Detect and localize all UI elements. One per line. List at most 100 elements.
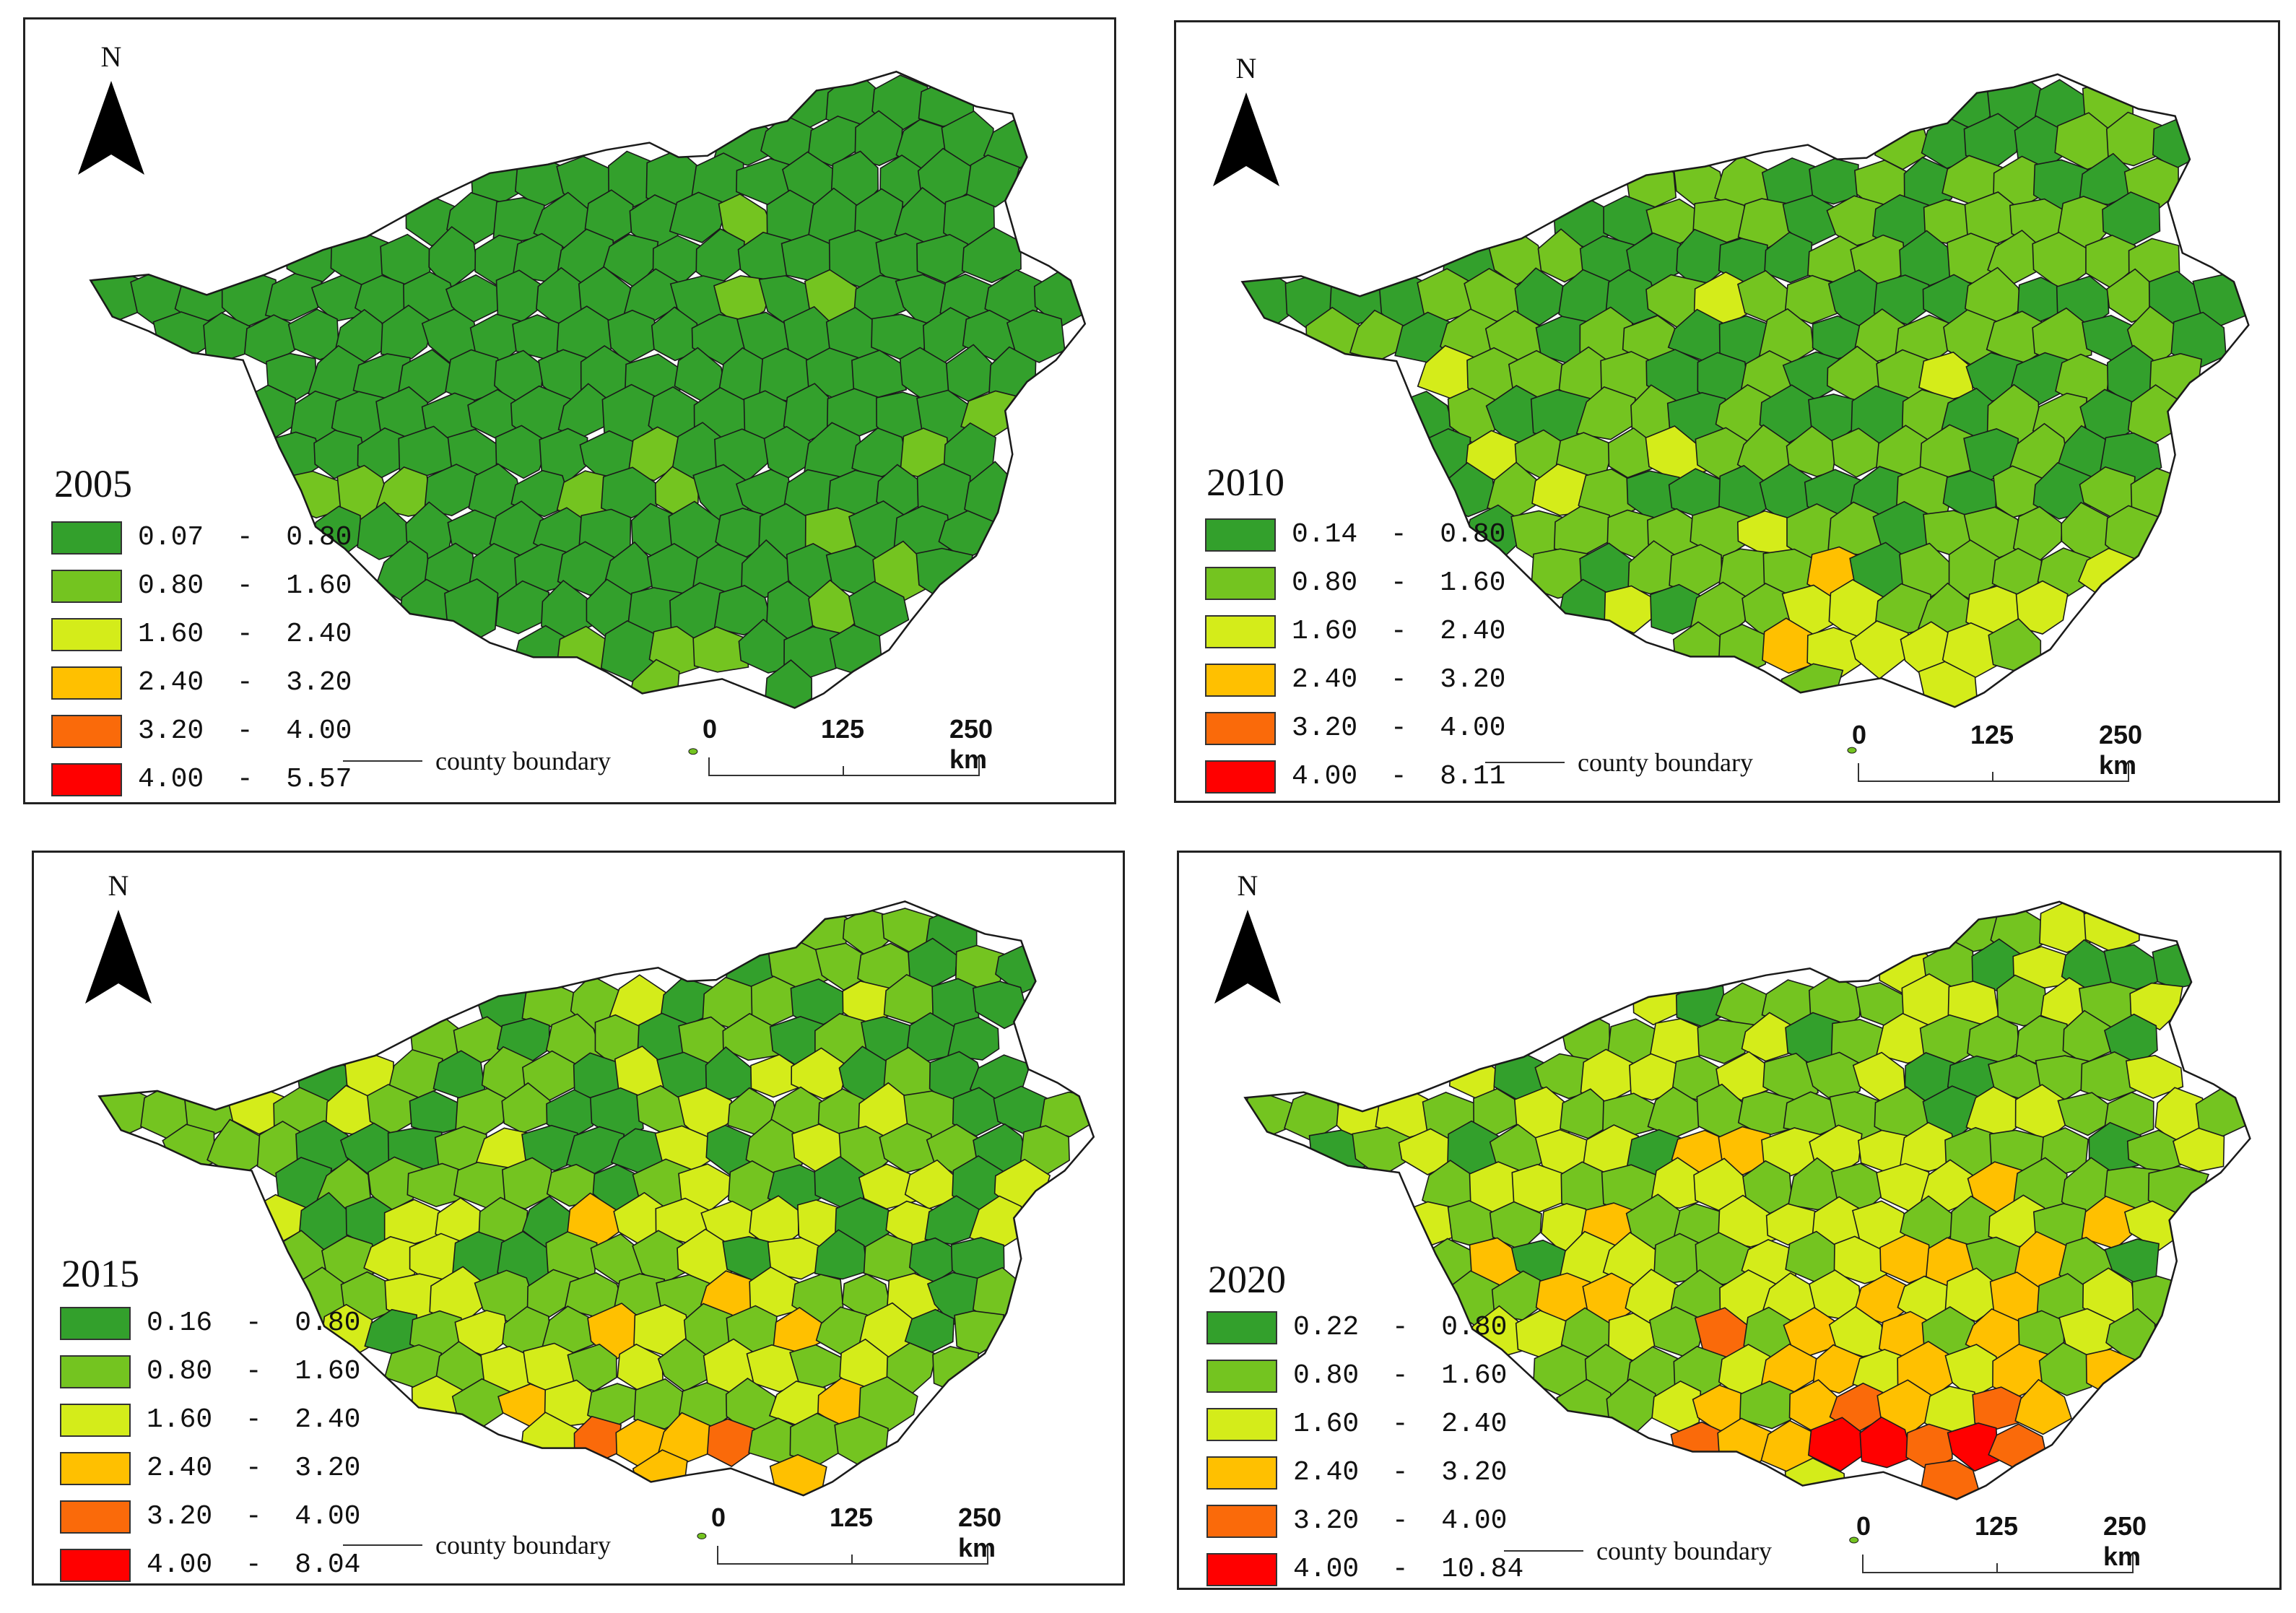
legend-item: 4.00 - 8.04 bbox=[60, 1541, 360, 1589]
county-polygon bbox=[961, 227, 1022, 284]
legend-item: 0.80 - 1.60 bbox=[51, 562, 352, 610]
scale-bar-line bbox=[1862, 1555, 2134, 1573]
legend-swatch bbox=[60, 1403, 131, 1437]
province-outline bbox=[97, 900, 1095, 1497]
scale-bar-line bbox=[717, 1546, 988, 1565]
legend-item: 0.07 - 0.80 bbox=[51, 513, 352, 562]
legend-label: 4.00 - 10.84 bbox=[1293, 1554, 1524, 1585]
county-polygon bbox=[916, 547, 973, 601]
legend-swatch bbox=[1206, 1359, 1277, 1393]
scale-bar: 0 125 250 km bbox=[711, 1503, 1001, 1568]
legend-label: 0.16 - 0.80 bbox=[147, 1308, 361, 1339]
legend-item: 3.20 - 4.00 bbox=[51, 707, 352, 755]
boundary-legend: county boundary bbox=[1504, 1536, 1772, 1566]
legend-label: 3.20 - 4.00 bbox=[147, 1501, 361, 1532]
legend-item: 4.00 - 5.57 bbox=[51, 755, 352, 804]
legend: 0.07 - 0.80 0.80 - 1.60 1.60 - 2.40 2.40… bbox=[51, 513, 352, 804]
scale-label-0: 0 bbox=[703, 714, 718, 744]
boundary-label: county boundary bbox=[435, 747, 611, 775]
legend-label: 3.20 - 4.00 bbox=[138, 716, 352, 747]
county-polygon bbox=[368, 1156, 423, 1213]
scale-label-250: 250 km bbox=[958, 1503, 1002, 1562]
legend-label: 4.00 - 8.04 bbox=[147, 1549, 361, 1581]
legend-swatch bbox=[60, 1451, 131, 1485]
legend-swatch bbox=[1205, 518, 1276, 552]
county-polygon bbox=[2172, 1127, 2225, 1173]
legend-item: 0.80 - 1.60 bbox=[1206, 1352, 1523, 1400]
legend-item: 3.20 - 4.00 bbox=[60, 1492, 360, 1541]
year-label: 2015 bbox=[61, 1252, 139, 1295]
legend-item: 3.20 - 4.00 bbox=[1205, 704, 1505, 752]
legend-swatch bbox=[1205, 566, 1276, 600]
north-arrow-icon bbox=[1214, 910, 1281, 1004]
legend-item: 0.22 - 0.80 bbox=[1206, 1303, 1523, 1352]
county-polygon bbox=[713, 275, 775, 327]
legend-swatch bbox=[51, 762, 122, 796]
scale-bar: 0 125 250 km bbox=[703, 714, 993, 779]
county-polygon bbox=[745, 1118, 804, 1178]
north-arrow: N bbox=[1206, 51, 1286, 190]
county-polygons bbox=[99, 901, 1094, 1496]
legend-swatch bbox=[1205, 614, 1276, 648]
county-polygon bbox=[1963, 113, 2022, 170]
county-polygon bbox=[1697, 1019, 1754, 1064]
county-polygon bbox=[264, 273, 323, 322]
boundary-label: county boundary bbox=[435, 1531, 611, 1560]
legend-item: 2.40 - 3.20 bbox=[1205, 656, 1505, 704]
county-polygon bbox=[2014, 1378, 2072, 1435]
choropleth-map bbox=[89, 70, 1087, 755]
legend-swatch bbox=[51, 521, 122, 555]
county-polygon bbox=[669, 191, 729, 243]
legend-label: 0.22 - 0.80 bbox=[1293, 1312, 1508, 1343]
legend-label: 2.40 - 3.20 bbox=[138, 667, 352, 698]
north-arrow-icon bbox=[78, 81, 144, 175]
scale-label-125: 125 bbox=[830, 1503, 874, 1532]
legend-label: 0.80 - 1.60 bbox=[1293, 1360, 1508, 1391]
choropleth-map bbox=[1243, 900, 2251, 1544]
legend-item: 4.00 - 8.11 bbox=[1205, 752, 1505, 801]
scale-bar-tick bbox=[851, 1555, 853, 1565]
legend-item: 1.60 - 2.40 bbox=[1205, 607, 1505, 656]
boundary-line bbox=[343, 760, 422, 762]
legend-label: 0.80 - 1.60 bbox=[147, 1356, 361, 1387]
scale-label-0: 0 bbox=[1852, 720, 1867, 749]
boundary-label: county boundary bbox=[1596, 1536, 1772, 1565]
county-polygon bbox=[546, 1089, 596, 1140]
legend-label: 3.20 - 4.00 bbox=[1293, 1505, 1508, 1536]
map-panel-2010: N 2010 0.14 - 0.80 0.80 - 1.60 1.60 - 2.… bbox=[1174, 20, 2280, 803]
scale-bar: 0 125 250 km bbox=[1856, 1511, 2147, 1576]
legend-label: 1.60 - 2.40 bbox=[138, 619, 352, 650]
scale-bar-tick bbox=[843, 766, 844, 776]
legend-swatch bbox=[1205, 711, 1276, 745]
county-polygon bbox=[2102, 191, 2161, 247]
legend-item: 0.80 - 1.60 bbox=[60, 1347, 360, 1396]
legend-item: 0.16 - 0.80 bbox=[60, 1299, 360, 1347]
county-polygon bbox=[2032, 307, 2093, 364]
scale-bar-tick bbox=[1996, 1563, 1998, 1573]
boundary-legend: county boundary bbox=[1485, 747, 1753, 778]
legend: 0.16 - 0.80 0.80 - 1.60 1.60 - 2.40 2.40… bbox=[60, 1299, 360, 1589]
north-arrow-label: N bbox=[100, 40, 122, 73]
county-polygons bbox=[1245, 901, 2248, 1500]
legend-label: 2.40 - 3.20 bbox=[147, 1453, 361, 1484]
north-arrow-icon bbox=[1213, 92, 1279, 186]
legend-label: 3.20 - 4.00 bbox=[1292, 713, 1506, 744]
legend-label: 0.80 - 1.60 bbox=[138, 570, 352, 601]
boundary-line bbox=[1504, 1550, 1583, 1552]
year-label: 2010 bbox=[1206, 461, 1284, 504]
scale-label-125: 125 bbox=[1970, 720, 2014, 749]
province-outline bbox=[89, 70, 1087, 709]
county-polygon bbox=[932, 1345, 979, 1392]
boundary-line bbox=[1485, 762, 1565, 763]
legend-swatch bbox=[60, 1355, 131, 1388]
county-polygon bbox=[601, 466, 658, 521]
north-arrow-label: N bbox=[1235, 52, 1257, 84]
legend-label: 4.00 - 5.57 bbox=[138, 764, 352, 795]
boundary-line bbox=[343, 1544, 422, 1546]
legend-item: 1.60 - 2.40 bbox=[1206, 1400, 1523, 1448]
legend-item: 1.60 - 2.40 bbox=[51, 610, 352, 658]
legend-swatch bbox=[1206, 1456, 1277, 1490]
county-polygon bbox=[409, 1090, 463, 1135]
legend-item: 2.40 - 3.20 bbox=[51, 658, 352, 707]
legend-swatch bbox=[1206, 1504, 1277, 1538]
